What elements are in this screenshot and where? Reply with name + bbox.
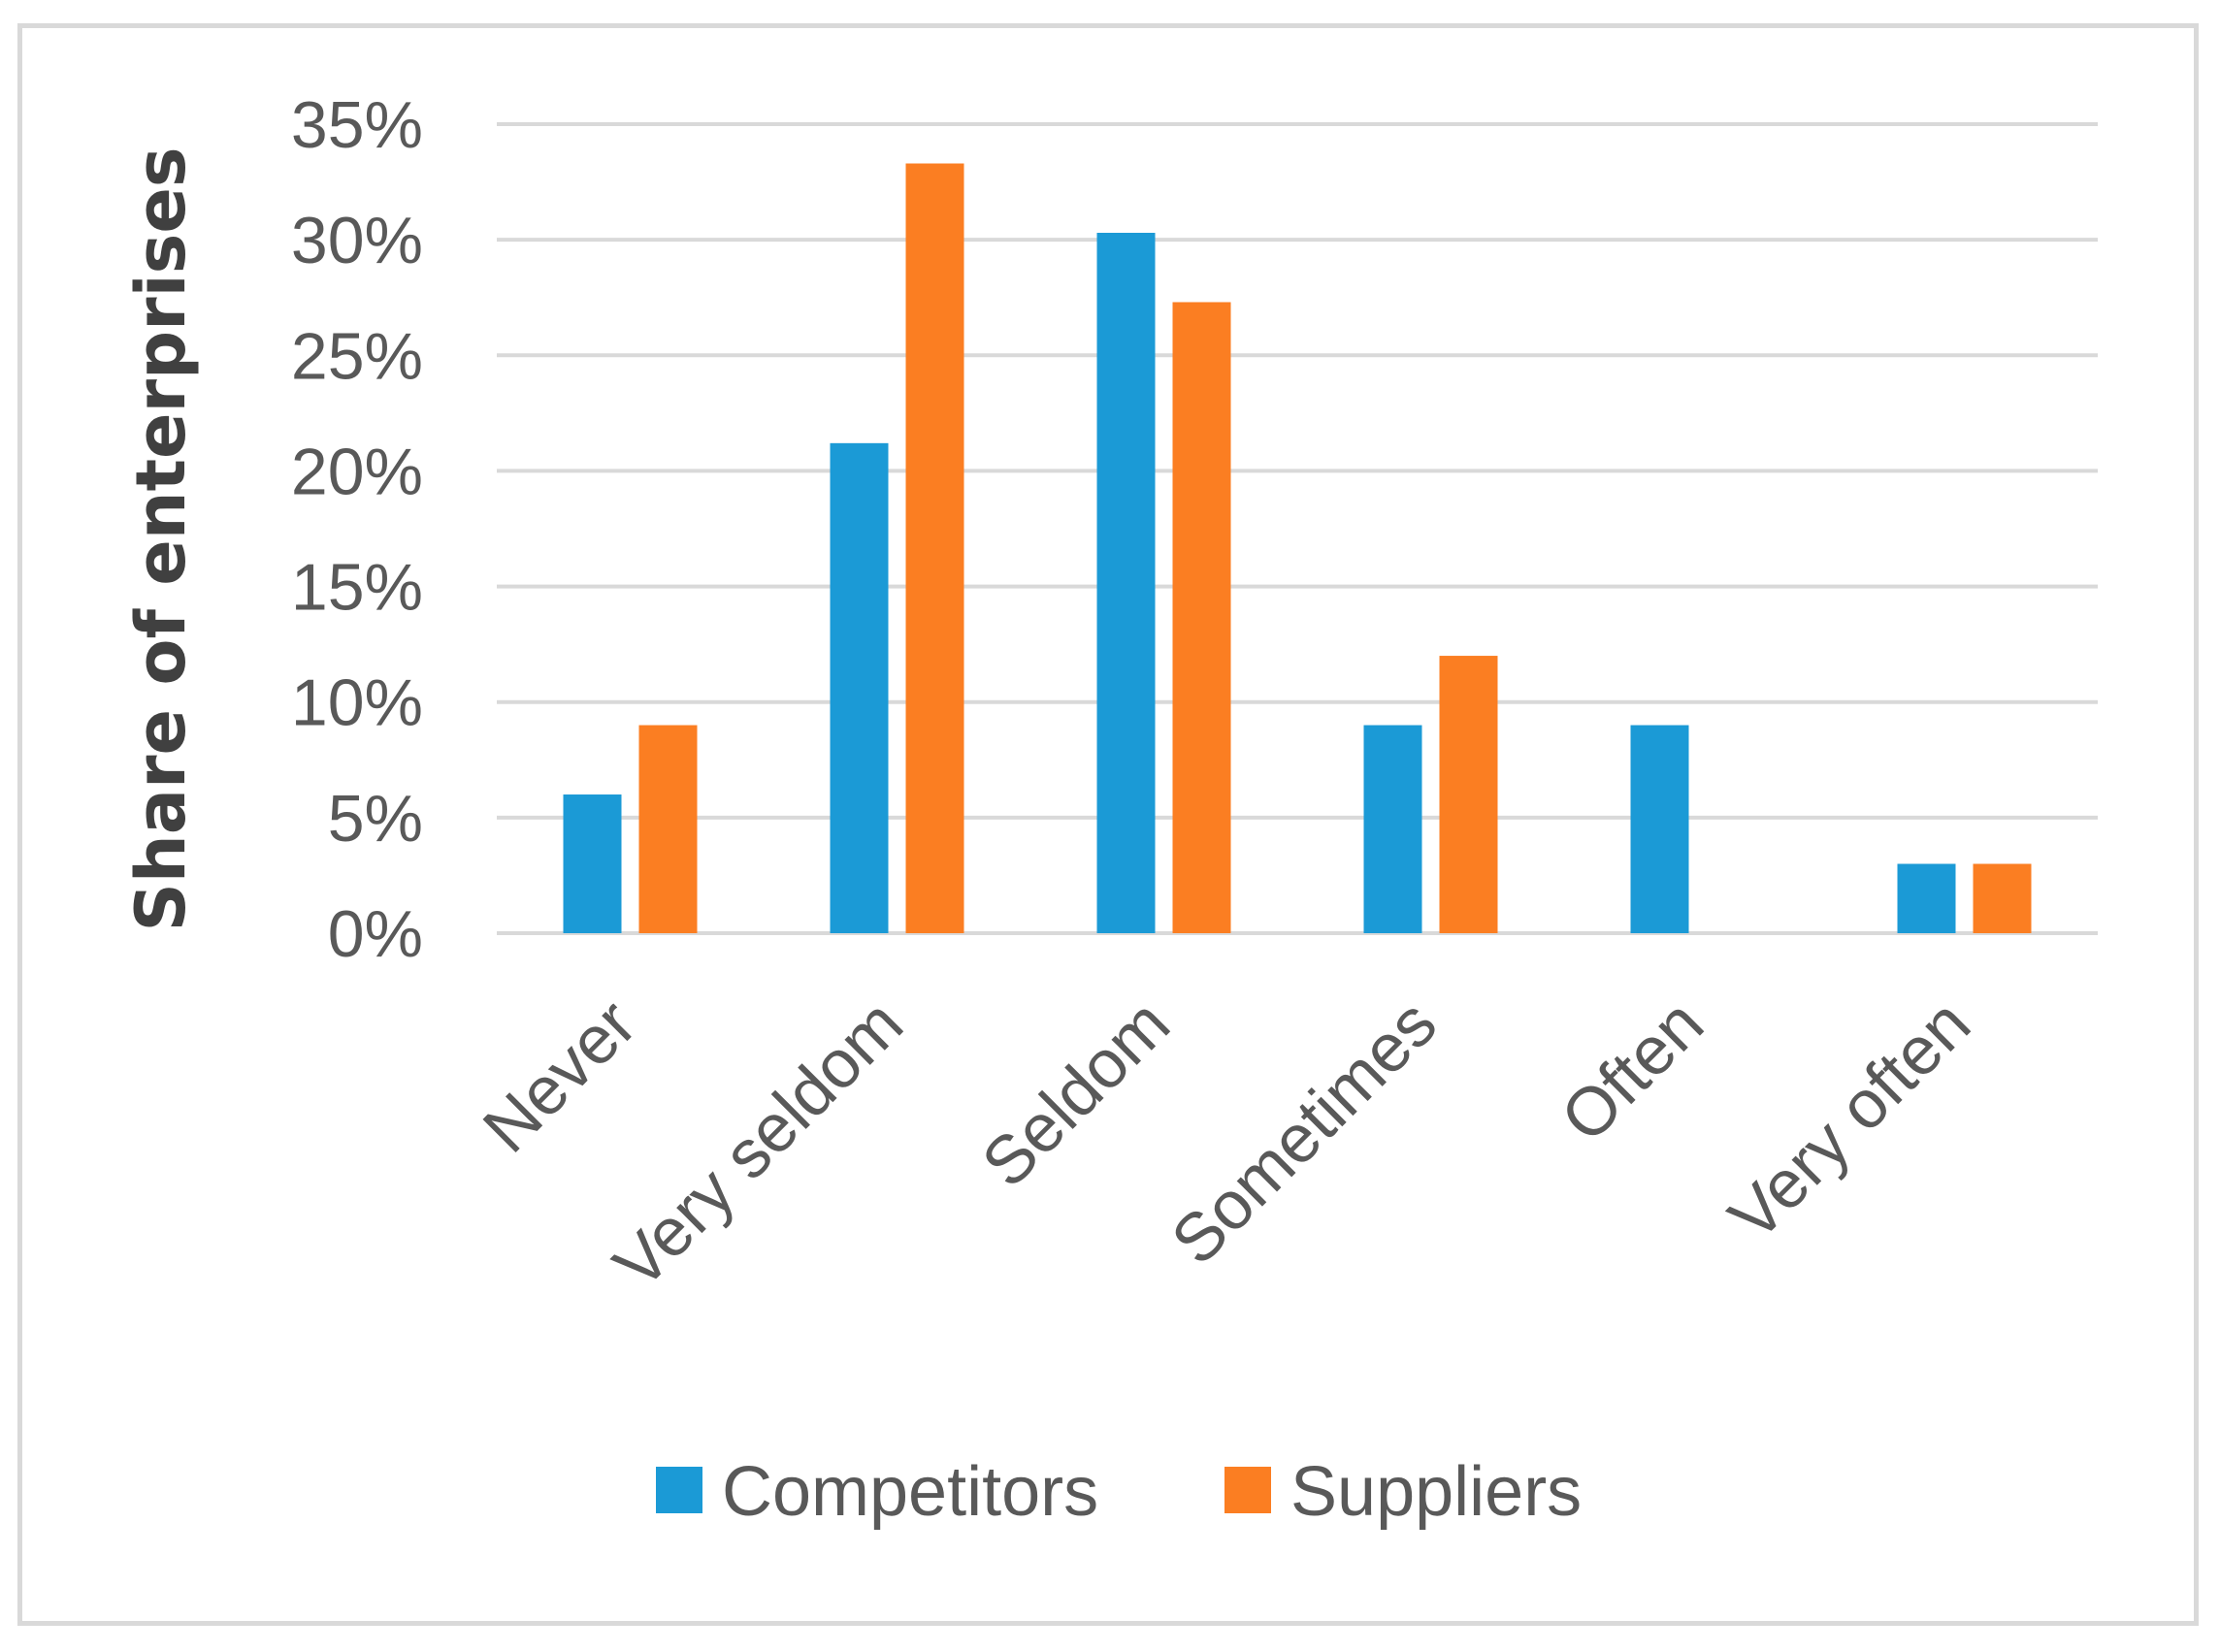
bar-competitors-never [563, 794, 622, 933]
y-axis-title: Share of enterprises [121, 147, 201, 932]
y-tick-label: 0% [328, 897, 423, 971]
gridlines [497, 122, 2098, 935]
legend-label-suppliers: Suppliers [1290, 1453, 1582, 1531]
y-tick-label: 25% [291, 319, 423, 393]
bars [563, 163, 2032, 934]
bar-competitors-seldom [1096, 232, 1156, 934]
y-tick-label: 5% [328, 782, 423, 856]
y-tick-label: 35% [291, 88, 423, 162]
bar-competitors-very-seldom [830, 442, 889, 933]
legend-label-competitors: Competitors [722, 1453, 1098, 1531]
bar-suppliers-very-often [1973, 863, 2032, 933]
y-tick-label: 15% [291, 551, 423, 625]
bar-suppliers-never [638, 725, 698, 933]
y-tick-label: 20% [291, 435, 423, 508]
bar-suppliers-sometimes [1439, 656, 1498, 933]
y-tick-label: 10% [291, 666, 423, 740]
x-tick-label-often: Often [1547, 985, 1717, 1155]
x-tick-label-very-often: Very often [1714, 985, 1984, 1254]
x-tick-label-sometimes: Sometimes [1157, 985, 1451, 1279]
y-tick-label: 30% [291, 204, 423, 277]
bar-suppliers-seldom [1172, 302, 1231, 934]
legend-swatch-suppliers [1224, 1467, 1271, 1513]
y-axis-ticks: 0% 5% 10% 15% 20% 25% 30% 35% [291, 88, 423, 971]
bar-suppliers-very-seldom [905, 163, 964, 934]
legend: Competitors Suppliers [656, 1453, 1582, 1531]
x-tick-label-seldom: Seldom [967, 985, 1184, 1201]
x-tick-label-very-seldom: Very seldom [600, 985, 918, 1303]
bar-competitors-often [1630, 725, 1689, 933]
bar-competitors-sometimes [1363, 725, 1422, 933]
bar-competitors-very-often [1897, 863, 1956, 933]
x-tick-label-never: Never [469, 985, 650, 1166]
legend-swatch-competitors [656, 1467, 702, 1513]
